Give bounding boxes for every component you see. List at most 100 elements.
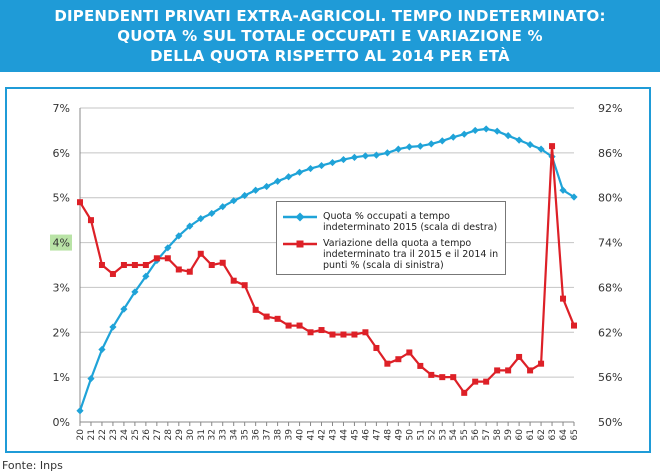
data-point [153,255,160,262]
data-point [164,244,172,252]
data-point [494,367,501,374]
data-point [296,322,303,329]
legend-swatch-blue [283,212,317,222]
data-point [450,374,457,381]
data-point [361,152,370,160]
chart-title-line-1: DIPENDENTI PRIVATI EXTRA-AGRICOLI. TEMPO… [54,7,606,25]
data-point [460,130,468,138]
data-point [538,360,545,367]
x-tick-label: 62 [537,429,547,440]
data-point [549,143,556,150]
x-tick-label: 53 [438,429,448,440]
data-point [504,132,512,140]
data-point [142,272,150,280]
left-tick-label: 0% [53,416,70,429]
series-line [78,127,575,412]
data-point [186,268,193,275]
x-tick-label: 55 [460,429,470,440]
data-point [515,136,523,144]
x-tick-label: 24 [120,429,130,441]
left-tick-label: 1% [53,371,70,384]
data-point [230,197,238,205]
x-tick-label: 41 [307,429,317,440]
x-tick-label: 51 [416,429,426,440]
x-tick-label: 63 [548,429,558,440]
chart-title-line-3: DELLA QUOTA RISPETTO AL 2014 PER ETÀ [150,47,510,65]
series-variazione-quota [77,143,577,396]
data-point [406,349,413,356]
x-tick-label: 45 [350,429,360,440]
data-point [416,142,424,150]
data-point [186,222,194,230]
data-point [87,375,95,383]
data-point [439,374,446,381]
data-point [284,173,293,181]
data-point [516,353,523,360]
x-tick-label: 27 [153,429,163,440]
x-tick-label: 40 [296,429,306,441]
x-tick-label: 33 [219,429,229,440]
data-point [384,360,391,367]
data-point [142,262,149,268]
legend-label-quota: Quota % occupati a tempo indeterminato 2… [323,211,498,233]
data-point [328,158,337,167]
data-point [449,133,457,141]
data-point [208,209,216,218]
data-point [98,262,105,268]
right-tick-label: 56% [598,371,622,384]
data-point [295,168,304,176]
x-tick-label: 21 [87,429,97,440]
data-point [120,262,127,268]
data-point [175,266,182,273]
data-point [230,277,237,284]
data-point [570,193,578,201]
data-point [438,137,446,145]
data-point [471,126,479,135]
data-point [274,315,281,322]
right-tick-label: 92% [598,102,622,115]
chart-title-banner: DIPENDENTI PRIVATI EXTRA-AGRICOLI. TEMPO… [0,0,660,72]
x-tick-label: 26 [142,429,152,441]
data-point [77,199,83,206]
left-axis-ticks: 0% 1% 2% 3% 4% 5% 6% 7% [50,102,72,429]
data-point [417,362,424,369]
source-note: Fonte: Inps [2,459,63,472]
x-tick-label: 28 [164,429,174,441]
right-tick-label: 62% [598,326,622,339]
data-point [307,329,314,336]
data-point [285,322,292,329]
x-tick-label: 57 [482,429,492,440]
data-point [350,153,359,161]
chart-title-line-2: QUOTA % SUL TOTALE OCCUPATI E VARIAZIONE… [117,27,543,45]
data-point [559,186,567,194]
data-point [461,389,468,396]
series-line [79,145,576,394]
left-tick-label: 2% [53,326,70,339]
data-point [219,203,227,211]
x-tick-label: 56 [471,429,481,441]
data-point [87,217,94,224]
x-tick-label: 25 [131,429,141,440]
x-tick-label: 43 [328,429,338,440]
data-point [493,127,501,135]
x-tick-label: 50 [405,429,415,441]
x-tick-label: 61 [526,429,536,440]
data-point [131,288,139,296]
data-point [505,367,512,374]
data-point [560,295,567,302]
left-tick-label: 5% [53,192,70,205]
x-tick-label: 46 [361,429,371,441]
x-tick-label: 30 [186,429,196,441]
x-tick-label: 31 [197,429,207,440]
right-tick-label: 74% [598,237,622,250]
left-tick-label: 4% [53,237,70,250]
data-point [351,331,358,338]
left-tick-highlight [50,234,72,251]
right-tick-label: 86% [598,147,622,160]
data-point [339,155,348,164]
data-point [317,161,326,170]
data-point [175,232,183,240]
x-tick-label: 64 [559,429,569,441]
x-tick-label: 39 [285,429,295,441]
x-tick-label: 54 [449,429,459,441]
